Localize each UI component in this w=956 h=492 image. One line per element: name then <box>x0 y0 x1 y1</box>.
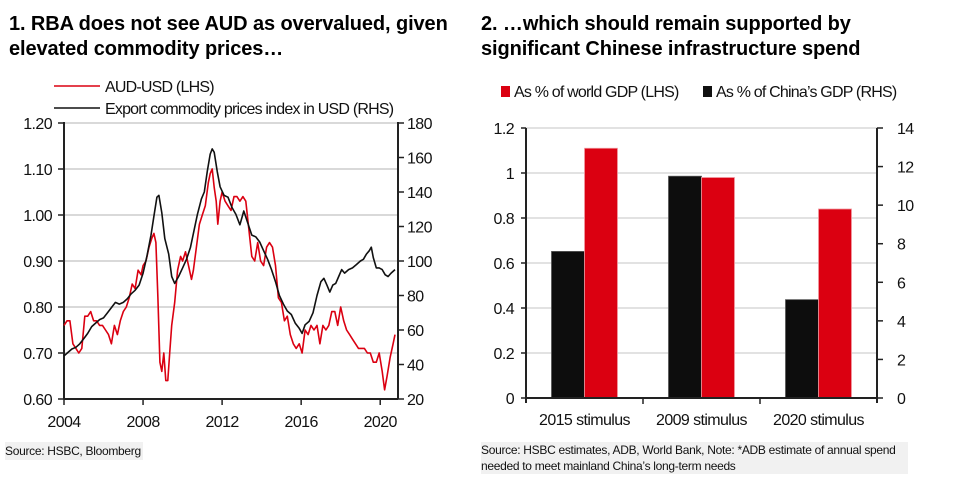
chart2-title: 2. …which should remain supported by sig… <box>481 13 861 60</box>
x-tick-label: 2008 <box>126 414 160 431</box>
y-right-tick-label: 140 <box>407 185 433 202</box>
chart2-bars <box>551 147 852 399</box>
x-tick-label: 2020 <box>364 414 398 431</box>
y-left-tick-label: 0.60 <box>23 392 52 409</box>
chart1-line-chart: 0.60 0.70 0.80 0.90 1.00 1.10 1.20 20 40 60 80 100 1… <box>23 79 433 431</box>
bar-china-gdp <box>785 299 819 399</box>
y-left-tick-label: 0.70 <box>23 346 52 363</box>
legend-label-china-gdp: As % of China’s GDP (RHS) <box>716 84 897 101</box>
y-left-tick-label: 1.10 <box>23 162 52 179</box>
bar-china-gdp <box>668 175 702 399</box>
series-line-aud-usd <box>63 168 396 391</box>
x-category-label: 2015 stimulus <box>539 412 631 429</box>
legend-label-world-gdp: As % of world GDP (LHS) <box>514 84 679 101</box>
chart1-series <box>63 148 396 391</box>
chart2-axes: 0 0.2 0.4 0.6 0.8 1 1.2 0 2 4 6 8 10 12 14 2015 stimulu… <box>494 121 915 429</box>
y-right-tick-label: 6 <box>897 275 906 292</box>
y-left-tick-label: 0.90 <box>23 254 52 271</box>
chart1-title: 1. RBA does not see AUD as overvalued, g… <box>9 13 448 60</box>
y-right-tick-label: 80 <box>407 289 424 306</box>
y-right-tick-label: 2 <box>897 352 906 369</box>
y-left-tick-label: 0 <box>506 391 515 408</box>
y-right-tick-label: 8 <box>897 237 906 254</box>
chart1-legend: AUD-USD (LHS) Export commodity prices in… <box>54 79 395 118</box>
series-line-commodity-index <box>63 148 396 357</box>
y-left-tick-label: 1.2 <box>494 121 515 138</box>
y-left-tick-label: 0.6 <box>494 256 515 273</box>
y-left-tick-label: 1.00 <box>23 208 52 225</box>
legend-label-aud-usd: AUD-USD (LHS) <box>105 79 214 96</box>
x-tick-label: 2016 <box>285 414 319 431</box>
x-category-label: 2009 stimulus <box>656 412 748 429</box>
chart1-axes: 0.60 0.70 0.80 0.90 1.00 1.10 1.20 20 40 60 80 100 1… <box>23 116 433 431</box>
chart1-gridlines <box>64 122 398 354</box>
y-right-tick-label: 14 <box>897 121 914 138</box>
chart2-source-note: Source: HSBC estimates, ADB, World Bank,… <box>481 442 908 474</box>
y-right-tick-label: 4 <box>897 314 906 331</box>
y-left-tick-label: 1.20 <box>23 116 52 133</box>
chart2-legend: As % of world GDP (LHS) As % of China’s … <box>501 84 898 101</box>
x-category-label: 2020 stimulus <box>773 412 865 429</box>
y-right-tick-label: 40 <box>407 358 424 375</box>
bar-china-gdp <box>551 251 585 399</box>
bar-world-gdp <box>584 147 618 399</box>
y-right-tick-label: 100 <box>407 254 433 271</box>
x-tick-label: 2012 <box>206 414 240 431</box>
y-right-tick-label: 60 <box>407 323 424 340</box>
legend-label-commodity-index: Export commodity prices index in USD (RH… <box>105 101 394 118</box>
legend-swatch-world-gdp <box>501 86 510 97</box>
x-tick-label: 2004 <box>47 414 81 431</box>
y-right-tick-label: 0 <box>897 391 906 408</box>
y-left-tick-label: 0.8 <box>494 211 515 228</box>
chart2-gridlines <box>526 127 877 354</box>
y-left-tick-label: 1 <box>506 166 515 183</box>
bar-world-gdp <box>818 208 852 399</box>
legend-swatch-china-gdp <box>703 86 712 97</box>
bar-world-gdp <box>701 177 735 399</box>
y-left-tick-label: 0.4 <box>494 301 515 318</box>
y-right-tick-label: 12 <box>897 160 914 177</box>
y-right-tick-label: 180 <box>407 116 433 133</box>
y-right-tick-label: 160 <box>407 151 433 168</box>
y-left-tick-label: 0.80 <box>23 300 52 317</box>
y-left-tick-label: 0.2 <box>494 346 515 363</box>
chart1-source-note: Source: HSBC, Bloomberg <box>5 442 143 460</box>
y-right-tick-label: 10 <box>897 198 914 215</box>
y-right-tick-label: 120 <box>407 220 433 237</box>
y-right-tick-label: 20 <box>407 392 424 409</box>
